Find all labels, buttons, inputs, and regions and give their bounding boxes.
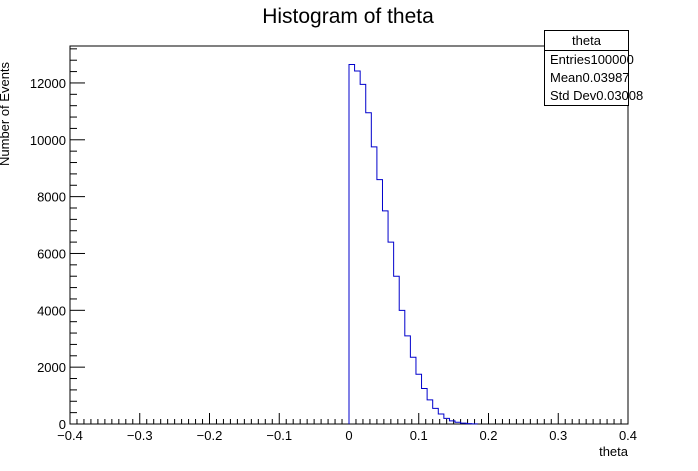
y-tick-label: 6000 <box>37 246 66 261</box>
y-tick-label: 12000 <box>30 76 66 91</box>
y-tick-label: 4000 <box>37 303 66 318</box>
y-axis-label: Number of Events <box>0 61 12 166</box>
stats-label: Entries <box>550 52 591 67</box>
y-tick-label: 8000 <box>37 190 66 205</box>
x-axis: −0.4 −0.3 −0.2 −0.1 0 0.1 0.2 0.3 0.4 <box>57 413 637 443</box>
x-tick-label: 0.2 <box>479 428 497 443</box>
stats-row-stddev: Std Dev 0.03008 <box>545 87 643 105</box>
stats-value: 0.03008 <box>596 88 644 103</box>
y-tick-label: 2000 <box>37 360 66 375</box>
x-tick-label: −0.1 <box>266 428 292 443</box>
x-axis-label: theta <box>599 444 629 459</box>
x-tick-label: 0.1 <box>410 428 428 443</box>
stats-label: Mean <box>550 70 583 85</box>
stats-value: 0.03987 <box>582 70 630 85</box>
stats-box: theta Entries 100000 Mean 0.03987 Std De… <box>544 30 643 106</box>
y-axis: 0 2000 4000 6000 8000 10000 12000 <box>30 48 85 432</box>
y-tick-label: 0 <box>59 417 66 432</box>
stats-row-entries: Entries 100000 <box>545 51 634 69</box>
stats-label: Std Dev <box>550 88 597 103</box>
x-tick-label: 0.3 <box>549 428 567 443</box>
x-tick-label: 0.4 <box>619 428 637 443</box>
stats-row-mean: Mean 0.03987 <box>545 69 630 87</box>
stats-value: 100000 <box>590 52 634 67</box>
x-tick-label: 0 <box>345 428 352 443</box>
histogram-series <box>348 63 478 425</box>
stats-title: theta <box>545 31 628 51</box>
y-tick-label: 10000 <box>30 133 66 148</box>
chart-title: Histogram of theta <box>262 5 434 28</box>
x-tick-label: −0.2 <box>197 428 223 443</box>
x-tick-label: −0.4 <box>57 428 83 443</box>
x-tick-label: −0.3 <box>127 428 153 443</box>
